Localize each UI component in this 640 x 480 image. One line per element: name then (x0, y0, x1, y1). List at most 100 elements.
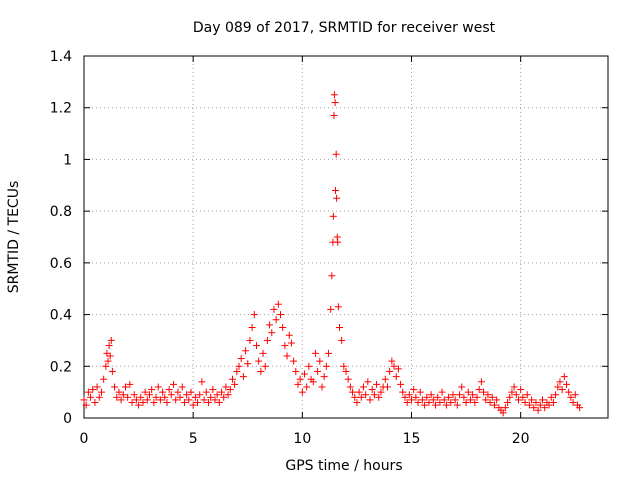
data-point (303, 383, 311, 391)
data-point (530, 404, 538, 412)
data-point (268, 329, 276, 337)
data-point (97, 388, 105, 396)
data-point (556, 378, 564, 386)
data-point (414, 398, 422, 406)
data-point (484, 391, 492, 399)
data-point (401, 393, 409, 401)
data-point (213, 391, 221, 399)
data-point (322, 362, 330, 370)
data-point (517, 386, 525, 394)
data-point (211, 396, 219, 404)
data-point (106, 352, 114, 360)
data-point (274, 300, 282, 308)
data-point (226, 386, 234, 394)
data-point (501, 404, 509, 412)
data-point (170, 380, 178, 388)
data-point (224, 391, 232, 399)
data-point (552, 391, 560, 399)
data-point (477, 378, 485, 386)
x-tick-label: 5 (189, 431, 198, 447)
y-tick-label: 0.6 (50, 256, 72, 272)
data-point (528, 396, 536, 404)
data-point (207, 393, 215, 401)
data-point (486, 398, 494, 406)
data-point (215, 398, 223, 406)
data-point (469, 391, 477, 399)
data-point (189, 401, 197, 409)
data-point (311, 349, 319, 357)
data-point (412, 393, 420, 401)
data-point (410, 386, 418, 394)
data-point (130, 391, 138, 399)
data-point (248, 324, 256, 331)
data-point (464, 388, 472, 396)
data-point (334, 238, 342, 246)
data-point (386, 367, 394, 375)
data-point (279, 324, 287, 331)
data-point (150, 398, 158, 406)
data-point (558, 386, 566, 394)
data-point (373, 380, 381, 388)
y-tick-label: 1.2 (50, 101, 72, 117)
y-tick-label: 1.4 (50, 49, 72, 65)
data-point (440, 396, 448, 404)
data-point (334, 303, 342, 311)
data-point (314, 367, 322, 375)
data-point (167, 391, 175, 399)
data-point (397, 380, 405, 388)
data-point (362, 391, 370, 399)
x-tick-label: 20 (512, 431, 530, 447)
data-point (235, 362, 243, 370)
data-point (152, 393, 160, 401)
data-point (320, 373, 328, 381)
data-point (318, 383, 326, 391)
data-point (471, 398, 479, 406)
y-tick-label: 0.8 (50, 204, 72, 220)
data-point (519, 393, 527, 401)
data-point (115, 388, 123, 396)
data-point (281, 342, 289, 350)
data-point (381, 375, 389, 383)
data-point (560, 373, 568, 381)
data-point (370, 391, 378, 399)
data-point (239, 373, 247, 381)
data-point (143, 396, 151, 404)
data-point (290, 357, 298, 365)
data-point (84, 388, 92, 396)
data-point (408, 396, 415, 404)
data-point (191, 393, 199, 401)
data-point (135, 401, 143, 409)
data-point (231, 380, 239, 388)
data-point (335, 324, 343, 331)
data-point (102, 362, 110, 370)
data-point (394, 365, 402, 373)
data-point (161, 393, 169, 401)
data-point (418, 396, 426, 404)
data-point (117, 396, 125, 404)
data-point (355, 388, 363, 396)
data-point (222, 383, 230, 391)
data-point (237, 355, 245, 363)
y-tick-label: 0 (63, 411, 72, 427)
data-point (200, 396, 208, 404)
x-tick-label: 10 (293, 431, 311, 447)
data-point (480, 388, 488, 396)
data-point (187, 388, 195, 396)
data-point (571, 391, 579, 399)
data-point (368, 386, 376, 394)
data-point (91, 398, 99, 406)
plot-frame (83, 55, 609, 419)
data-point (427, 391, 435, 399)
data-point (545, 401, 553, 409)
data-point (521, 398, 529, 406)
data-point (332, 150, 340, 158)
data-point (108, 367, 116, 375)
data-point (510, 383, 518, 391)
data-point (174, 388, 182, 396)
data-point (436, 398, 444, 406)
data-point (567, 393, 575, 401)
data-point (447, 398, 455, 406)
data-point (453, 401, 461, 409)
data-point (349, 388, 357, 396)
